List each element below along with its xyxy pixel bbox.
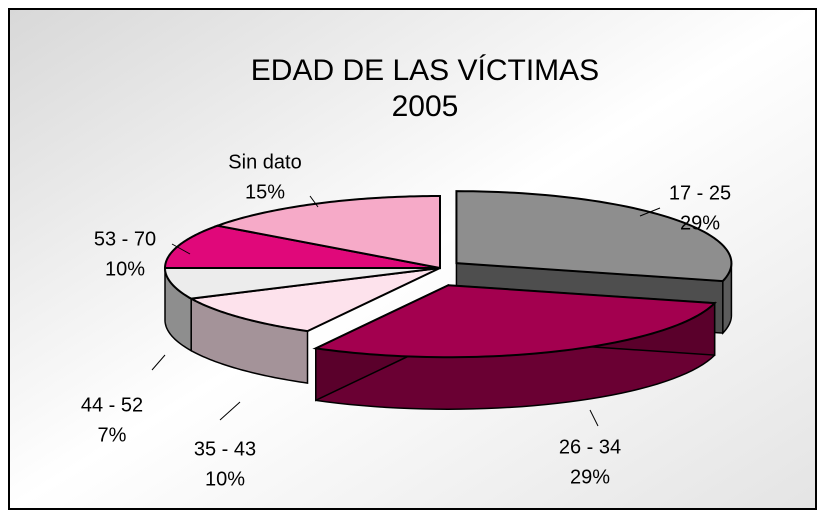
slice-label: 53 - 70 [94, 228, 156, 250]
value-label: 29% [570, 466, 610, 488]
slice [163, 267, 441, 300]
slice-label: 44 - 52 [81, 394, 143, 416]
chart-subtitle: 2005 [392, 90, 459, 123]
leader-line [219, 401, 241, 421]
value-label: 15% [245, 181, 285, 203]
slice [187, 267, 441, 333]
leader-line [589, 409, 599, 427]
slice-label: Sin dato [228, 151, 301, 173]
leader-line [171, 243, 191, 255]
slice [312, 284, 717, 359]
value-label: 29% [680, 212, 720, 234]
leader-line [309, 195, 319, 208]
slice [455, 190, 733, 283]
slice-label: 35 - 43 [194, 438, 256, 460]
value-label: 10% [205, 468, 245, 490]
value-label: 10% [105, 258, 145, 280]
slice [163, 224, 441, 269]
slice-label: 17 - 25 [669, 182, 731, 204]
value-label: 7% [98, 424, 127, 446]
leader-line [151, 354, 166, 371]
leader-line [639, 207, 661, 217]
slice-label: 26 - 34 [559, 436, 621, 458]
chart-title: EDAD DE LAS VÍCTIMAS [251, 54, 599, 87]
